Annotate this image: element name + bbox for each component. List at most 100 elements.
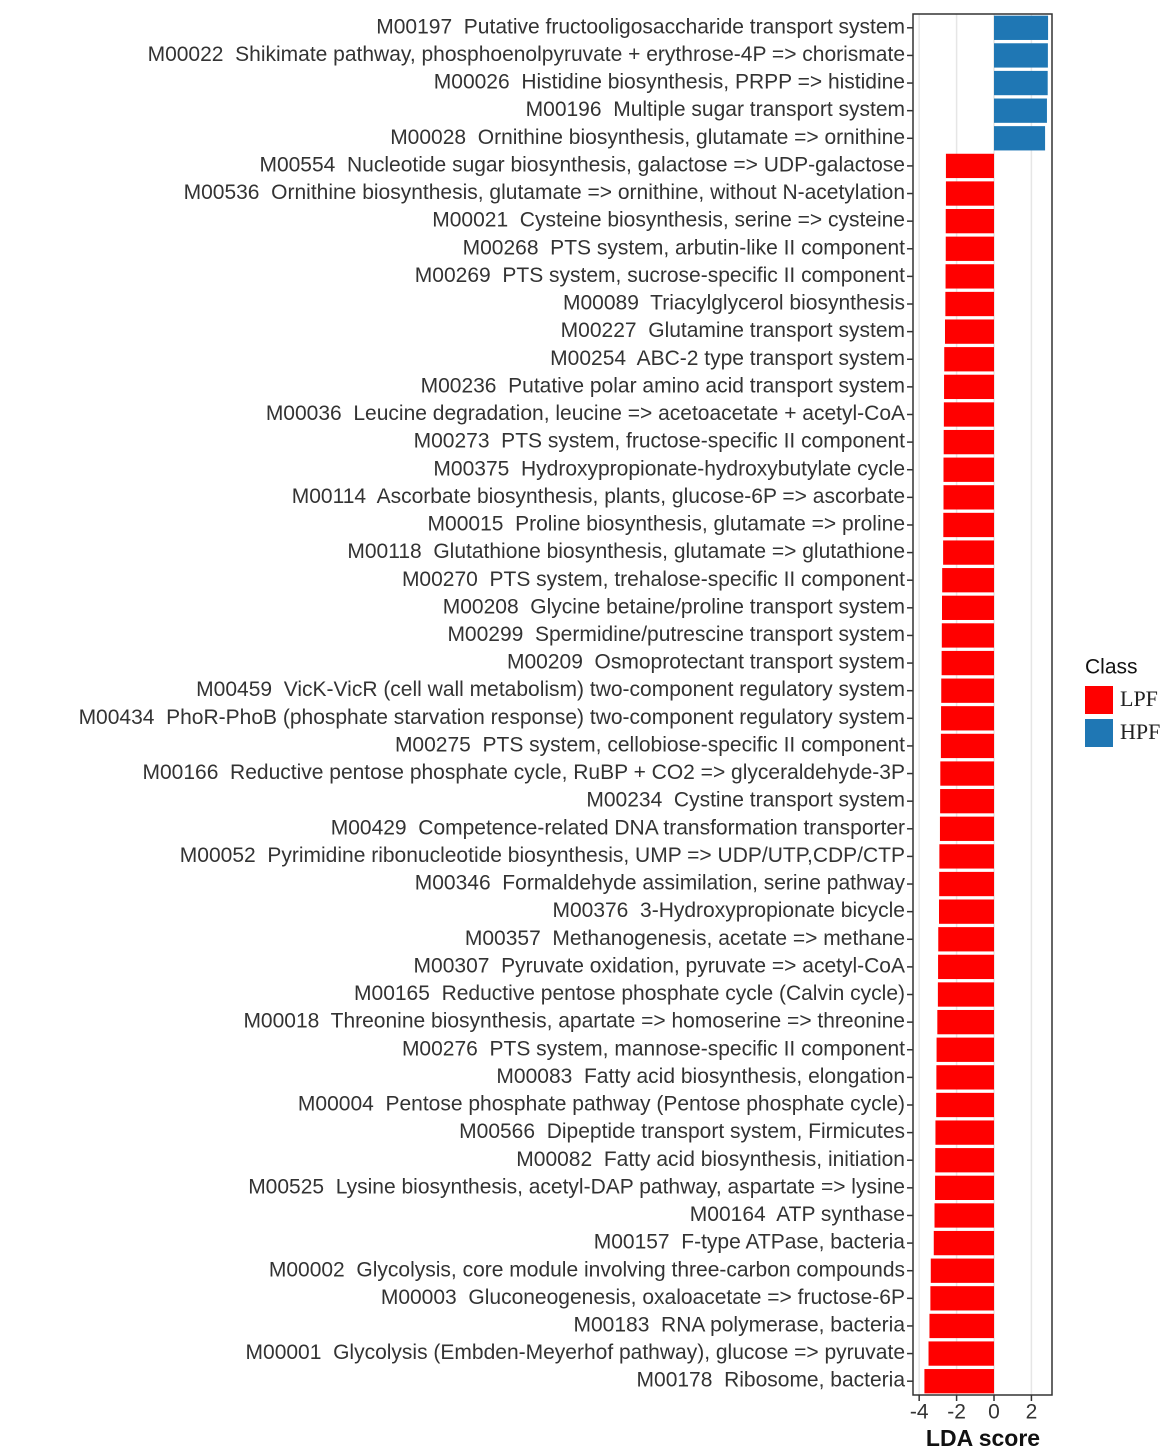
y-tick-label: M00114 Ascorbate biosynthesis, plants, g… (292, 485, 905, 508)
bar (930, 1286, 995, 1311)
bar (944, 319, 995, 344)
y-tick-label: M00227 Glutamine transport system (561, 319, 905, 342)
y-tick-label: M00234 Cystine transport system (586, 789, 905, 812)
legend-label: LPF (1120, 686, 1158, 711)
y-tick-label: M00268 PTS system, arbutin-like II compo… (463, 236, 906, 259)
y-tick-label: M00166 Reductive pentose phosphate cycle… (142, 761, 905, 784)
bar (937, 1009, 995, 1035)
bar (945, 264, 995, 289)
y-tick-label: M00183 RNA polymerase, bacteria (574, 1313, 906, 1336)
y-tick-label: M00018 Threonine biosynthesis, apartate … (243, 1010, 905, 1033)
y-tick-label: M00026 Histidine biosynthesis, PRPP => h… (434, 71, 905, 94)
bar (936, 1065, 995, 1090)
y-tick-label: M00036 Leucine degradation, leucine => a… (266, 402, 905, 425)
x-tick-label: -4 (910, 1401, 929, 1424)
bar (943, 429, 995, 455)
y-tick-label: M00157 F-type ATPase, bacteria (594, 1231, 906, 1254)
plot-border (912, 13, 1053, 1396)
y-tick-label: M00082 Fatty acid biosynthesis, initiati… (516, 1148, 905, 1171)
bar (940, 733, 995, 759)
bar (938, 954, 995, 980)
bar (944, 374, 995, 400)
y-tick-label: M00028 Ornithine biosynthesis, glutamate… (390, 126, 905, 149)
bar (936, 1037, 995, 1062)
y-tick-label: M00209 Osmoprotectant transport system (507, 651, 905, 674)
x-tick-label: -2 (947, 1401, 966, 1424)
bar (994, 43, 1048, 68)
bar (941, 595, 995, 620)
bar (939, 899, 995, 924)
bar (934, 1203, 995, 1228)
y-tick-label: M00270 PTS system, trehalose-specific II… (402, 568, 905, 591)
legend-label: HPF (1120, 719, 1160, 744)
bar (943, 512, 995, 538)
y-tick-label: M00307 Pyruvate oxidation, pyruvate => a… (414, 954, 905, 977)
bar (994, 15, 1049, 40)
bar (930, 1258, 995, 1283)
bar (945, 153, 995, 179)
y-tick-label: M00197 Putative fructooligosaccharide tr… (376, 15, 905, 38)
bar (935, 1148, 995, 1173)
y-tick-label: M00269 PTS system, sucrose-specific II c… (415, 264, 905, 287)
y-tick-label: M00429 Competence-related DNA transforma… (331, 816, 905, 839)
bar (937, 982, 995, 1007)
y-tick-label: M00275 PTS system, cellobiose-specific I… (395, 733, 905, 756)
y-tick-label: M00273 PTS system, fructose-specific II … (414, 430, 906, 453)
y-tick-label: M00208 Glycine betaine/proline transport… (443, 595, 905, 618)
bar (936, 1092, 995, 1118)
bar (939, 844, 995, 869)
y-tick-label: M00525 Lysine biosynthesis, acetyl-DAP p… (248, 1175, 905, 1198)
bar (944, 347, 995, 372)
y-tick-label: M00276 PTS system, mannose-specific II c… (402, 1037, 905, 1060)
bar (945, 181, 995, 206)
bar (938, 927, 995, 952)
bar (939, 871, 995, 897)
bar (929, 1313, 995, 1339)
bar (943, 540, 995, 565)
y-tick-label: M00118 Glutathione biosynthesis, glutama… (347, 540, 905, 563)
bar (943, 485, 995, 510)
y-tick-label: M00554 Nucleotide sugar biosynthesis, ga… (259, 153, 905, 176)
y-tick-label: M00002 Glycolysis, core module involving… (269, 1258, 905, 1281)
x-tick-label: 2 (1026, 1401, 1038, 1424)
bar (943, 402, 995, 427)
legend-key (1085, 686, 1113, 714)
bar (933, 1230, 995, 1256)
y-tick-label: M00299 Spermidine/putrescine transport s… (447, 623, 905, 646)
y-tick-label: M00022 Shikimate pathway, phosphoenolpyr… (148, 43, 905, 66)
bar (941, 650, 995, 676)
bar (945, 236, 995, 261)
legend-key (1085, 719, 1113, 747)
y-tick-label: M00003 Gluconeogenesis, oxaloacetate => … (381, 1286, 905, 1309)
y-tick-label: M00164 ATP synthase (690, 1203, 905, 1226)
y-tick-label: M00236 Putative polar amino acid transpo… (421, 374, 905, 397)
y-tick-label: M00459 VicK-VicR (cell wall metabolism) … (196, 678, 905, 701)
y-tick-label: M00178 Ribosome, bacteria (637, 1369, 906, 1392)
y-tick-label: M00375 Hydroxypropionate-hydroxybutylate… (433, 457, 905, 480)
bar (945, 208, 995, 234)
y-tick-label: M00004 Pentose phosphate pathway (Pentos… (298, 1093, 905, 1116)
y-tick-label: M00357 Methanogenesis, acetate => methan… (465, 927, 905, 950)
y-tick-label: M00021 Cysteine biosynthesis, serine => … (432, 209, 905, 232)
y-tick-label: M00566 Dipeptide transport system, Firmi… (459, 1120, 905, 1143)
bar (924, 1369, 995, 1394)
bar (941, 706, 995, 731)
bar (994, 70, 1048, 96)
bar (928, 1341, 995, 1366)
legend-title: Class (1085, 656, 1138, 679)
y-tick-label: M00001 Glycolysis (Embden-Meyerhof pathw… (246, 1341, 905, 1364)
y-tick-label: M00083 Fatty acid biosynthesis, elongati… (496, 1065, 905, 1088)
y-tick-label: M00254 ABC-2 type transport system (550, 347, 905, 370)
y-tick-label: M00346 Formaldehyde assimilation, serine… (415, 872, 906, 895)
bar (940, 761, 995, 786)
x-axis-label: LDA score (926, 1425, 1040, 1451)
y-tick-label: M00052 Pyrimidine ribonucleotide biosynt… (180, 844, 905, 867)
y-tick-label: M00089 Triacylglycerol biosynthesis (563, 292, 905, 315)
bar (942, 568, 995, 593)
bar (941, 623, 995, 648)
y-tick-label: M00015 Proline biosynthesis, glutamate =… (428, 513, 905, 536)
y-tick-label: M00196 Multiple sugar transport system (526, 98, 905, 121)
bar (939, 816, 995, 841)
